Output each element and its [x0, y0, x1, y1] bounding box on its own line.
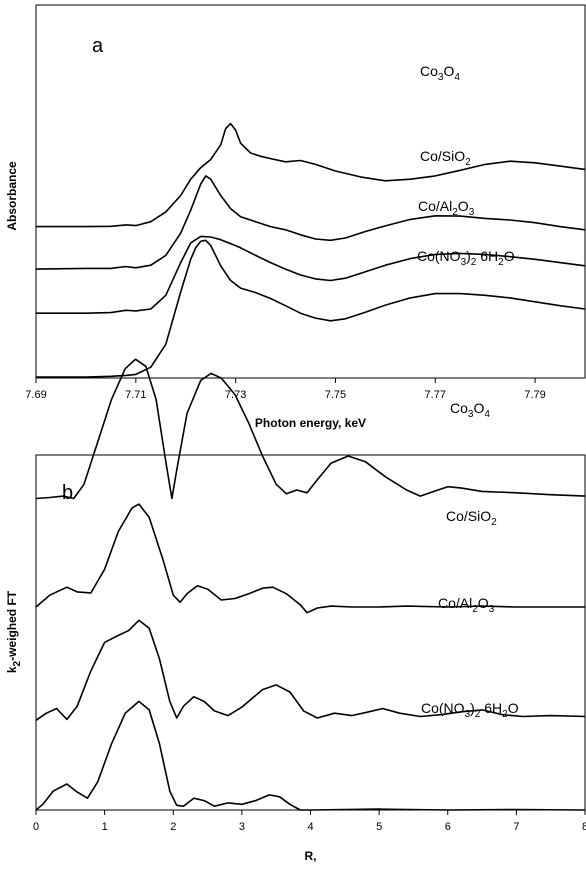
- panel-a-series-label-2-part: 3: [469, 207, 475, 218]
- panel-b-series-label-3-part: 6H: [480, 700, 502, 716]
- panel-b-y-axis-title-part: -weighed FT: [5, 590, 19, 661]
- panel-a-x-tick-label: 7.77: [425, 389, 446, 401]
- panel-a-series-label-1-part: 2: [465, 157, 471, 168]
- panel-b-series-label-1-part: 2: [491, 517, 497, 528]
- panel-b-series-label-2: Co/Al2O3: [438, 595, 495, 615]
- panel-b-y-axis-title-part: k: [5, 666, 19, 673]
- panel-b-series-label-3-part: 2: [502, 709, 508, 720]
- panel-a-series-label-3-part: Co(NO: [417, 248, 461, 264]
- panel-b-series-line-3: [35, 700, 586, 811]
- panel-a-x-axis-title: Photon energy, keV: [255, 416, 366, 430]
- panel-b-x-tick-label: 5: [376, 821, 382, 833]
- panel-b-series-label-3-part: O: [508, 700, 519, 716]
- panel-a-x-tick-label: 7.71: [125, 389, 146, 401]
- panel-a-plot-frame: [35, 4, 586, 379]
- panel-a-series-label-0: Co3O4: [420, 63, 460, 83]
- panel-b-plot-frame: [35, 454, 586, 811]
- panel-b-series-label-3-part: ): [470, 700, 475, 716]
- panel-a-series-label-0-part: 4: [454, 72, 460, 83]
- panel-b-series-label-0-part: 3: [468, 409, 474, 420]
- panel-a-series-label-2-part: Co/Al: [418, 198, 452, 214]
- panel-b: 0 1 2 3 4 5 6 7 8R,k2-weighed FTbCo3O4Co/SiO2Co/…: [5, 358, 586, 863]
- panel-a-series-line-1: [35, 175, 586, 270]
- panel-a-series-label-3: Co(NO3)2 6H2O: [417, 248, 515, 268]
- panel-a-series-label-3-part: 2: [471, 257, 477, 268]
- panel-b-x-tick-label: 8: [582, 821, 586, 833]
- panel-b-x-tick-label: 4: [307, 821, 313, 833]
- panel-b-y-axis-title-part: 2: [12, 660, 23, 666]
- panel-b-series-label-0-part: Co: [450, 400, 468, 416]
- panel-b-series-line-1: [35, 503, 585, 614]
- panel-b-series-label-3-part: 2: [475, 709, 481, 720]
- panel-a-series-label-2-part: 2: [452, 207, 458, 218]
- panel-b-series-label-3-part: 3: [465, 709, 471, 720]
- panel-b-series-label-0-part: O: [473, 400, 484, 416]
- panel-a-series-label-0-part: O: [443, 63, 454, 79]
- panel-a-series-label-3-part: 3: [461, 257, 467, 268]
- panel-b-x-tick-label: 0: [33, 821, 39, 833]
- panel-b-series-line-0: [35, 358, 586, 500]
- panel-a-series-label-3-part: 6H: [476, 248, 498, 264]
- panel-b-x-tick-label: 2: [170, 821, 176, 833]
- panel-a-series-label-1: Co/SiO2: [420, 148, 471, 168]
- panel-b-series-line-2: [35, 619, 586, 721]
- panel-a-series-label-0-part: Co: [420, 63, 438, 79]
- panel-a-series-line-0: [36, 122, 586, 228]
- panel-b-series-label-1: Co/SiO2: [446, 508, 497, 528]
- panel-b-x-tick-label: 3: [239, 821, 245, 833]
- panel-b-x-axis-title: R,: [305, 849, 317, 863]
- panel-a-x-ticks: 7.69 7.71 7.73 7.75 7.77 7.79: [25, 378, 546, 401]
- panel-a-series-label-3-part: ): [466, 248, 471, 264]
- panel-b-x-tick-label: 7: [513, 821, 519, 833]
- panel-a-x-tick-label: 7.75: [325, 389, 346, 401]
- panel-a-series-label-2-part: O: [458, 198, 469, 214]
- panel-b-series-label-2-part: 2: [472, 604, 478, 615]
- panel-b-x-tick-label: 6: [445, 821, 451, 833]
- panel-b-series-label-3-part: Co(NO: [421, 700, 465, 716]
- panel-a-series-line-3: [36, 239, 586, 378]
- panel-b-series-label-2-part: O: [478, 595, 489, 611]
- panel-a-series-label-2: Co/Al2O3: [418, 198, 475, 218]
- panel-a-series-line-2: [36, 235, 586, 314]
- panel-a-x-tick-label: 7.69: [25, 389, 46, 401]
- panel-b-series-label-0: Co3O4: [450, 400, 490, 420]
- panel-b-letter: b: [62, 482, 73, 504]
- panel-a-series-label-0-part: 3: [438, 72, 444, 83]
- panel-b-x-ticks: 0 1 2 3 4 5 6 7 8: [33, 810, 586, 833]
- panel-b-series-label-1-part: Co/SiO: [446, 508, 491, 524]
- panel-a-series-label-3-part: 2: [498, 257, 504, 268]
- panel-a-letter: a: [92, 35, 104, 57]
- panel-b-series-label-3: Co(NO3)2 6H2O: [421, 700, 519, 720]
- panel-b-x-tick-label: 1: [102, 821, 108, 833]
- panel-a-y-axis-title: Absorbance: [5, 161, 19, 231]
- panel-a-series-label-1-part: Co/SiO: [420, 148, 465, 164]
- panel-b-series-label-2-part: Co/Al: [438, 595, 472, 611]
- panel-b-series-label-2-part: 3: [489, 604, 495, 615]
- panel-b-series-label-0-part: 4: [484, 409, 490, 420]
- panel-a-series-label-3-part: O: [504, 248, 515, 264]
- panel-b-y-axis-title: k2-weighed FT: [5, 590, 23, 673]
- panel-a-x-tick-label: 7.79: [524, 389, 545, 401]
